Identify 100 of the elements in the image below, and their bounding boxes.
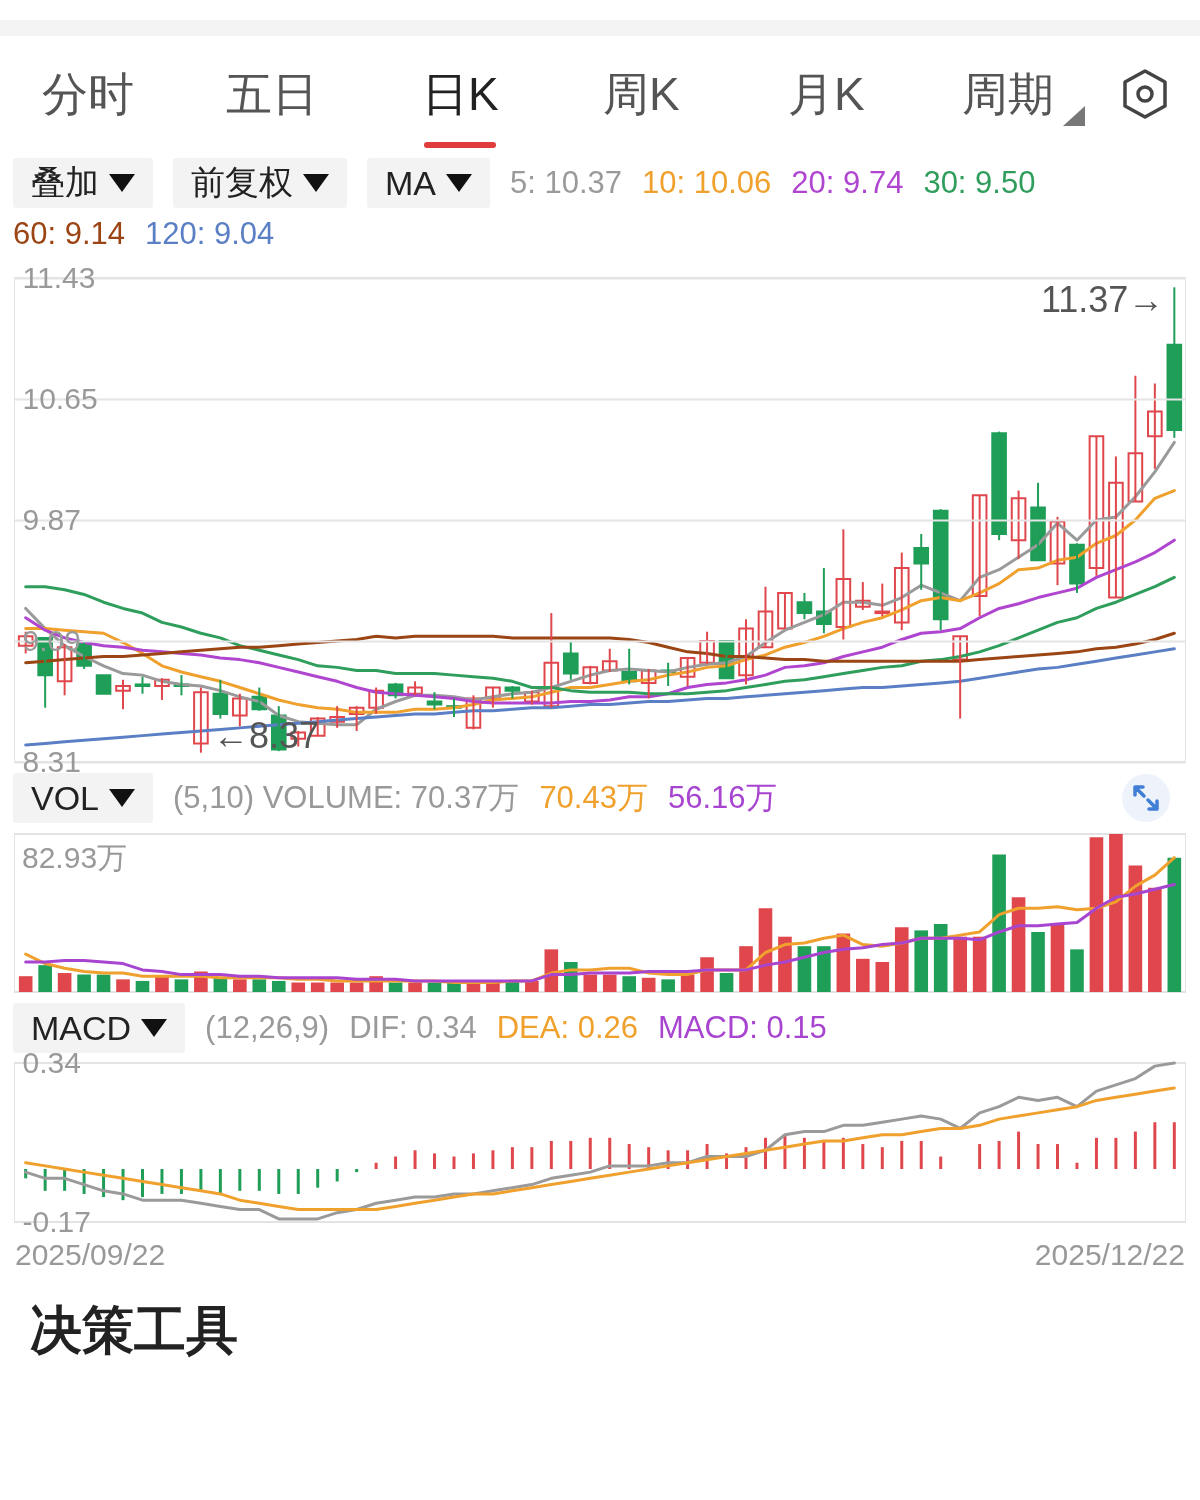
bar	[1070, 949, 1084, 992]
text: VOL	[31, 778, 100, 818]
annotation: 11.37→	[1040, 279, 1165, 321]
candlestick	[699, 630, 715, 666]
bar	[719, 973, 734, 992]
bar	[1109, 834, 1123, 992]
candlestick	[485, 686, 501, 709]
candlestick	[348, 705, 365, 732]
text: 月K	[788, 67, 865, 122]
bar	[919, 1140, 923, 1169]
candlestick	[679, 657, 696, 687]
bar	[491, 1150, 495, 1169]
bar	[199, 1169, 203, 1191]
candlestick	[1108, 455, 1124, 599]
bar	[997, 1140, 1001, 1169]
bar	[1031, 931, 1045, 992]
bar	[1172, 1122, 1176, 1169]
line-series	[24, 489, 1176, 714]
text: 周K	[603, 67, 680, 122]
bar	[238, 1169, 242, 1191]
text: DIF: 0.34	[349, 1010, 477, 1046]
line-series	[24, 631, 1176, 665]
bar	[218, 1169, 222, 1194]
bar	[1167, 857, 1182, 992]
text: 前复权	[191, 162, 293, 203]
candlestick	[952, 635, 968, 720]
candlestick	[874, 582, 891, 618]
bar	[116, 979, 130, 992]
bar	[1148, 887, 1162, 992]
y-tick-label: -0.17	[22, 1204, 91, 1238]
text: DEA: 0.26	[496, 1010, 638, 1046]
text: 分时	[42, 67, 134, 122]
bar	[861, 1144, 865, 1169]
candlestick	[1049, 515, 1066, 587]
bar	[427, 982, 442, 992]
bar	[452, 1156, 456, 1169]
text: 2025/09/22	[15, 1238, 166, 1272]
bar	[96, 974, 111, 992]
bar	[972, 936, 987, 992]
bar	[135, 980, 150, 992]
text: MACD: 0.15	[658, 1010, 827, 1046]
bar	[408, 982, 422, 992]
candlestick	[893, 551, 910, 632]
bar	[569, 1140, 573, 1169]
bar	[588, 1137, 592, 1169]
candlestick	[543, 612, 560, 709]
text: 叠加	[31, 162, 99, 203]
bar	[933, 924, 948, 992]
candlestick	[193, 686, 209, 754]
bar	[822, 1140, 826, 1169]
candlestick	[368, 686, 384, 715]
bar	[374, 1162, 378, 1169]
bar	[388, 982, 403, 992]
text: 30: 9.50	[923, 165, 1036, 201]
bar	[549, 1140, 553, 1169]
y-tick-label: 9.87	[22, 502, 81, 536]
text: 120: 9.04	[145, 216, 275, 252]
y-tick-label: 10.65	[22, 381, 98, 415]
text: 70.43万	[539, 779, 648, 817]
text: 2025/12/22	[1034, 1238, 1185, 1272]
bar	[900, 1140, 904, 1169]
bar	[174, 979, 189, 992]
bar	[1075, 1162, 1079, 1169]
candlestick	[640, 667, 657, 700]
bar	[583, 974, 598, 992]
bar	[335, 1169, 339, 1182]
text: 日K	[422, 67, 499, 122]
bar	[433, 1153, 437, 1169]
candlestick	[601, 647, 618, 674]
bar	[1128, 865, 1143, 992]
text: 10: 10.06	[642, 165, 772, 201]
candlestick	[757, 585, 774, 649]
text: 五日	[226, 67, 318, 122]
bar	[1114, 1137, 1118, 1169]
bar	[1153, 1122, 1157, 1169]
candlestick	[154, 677, 170, 701]
bar	[316, 1169, 320, 1188]
bar	[939, 1156, 943, 1169]
candlestick	[1147, 382, 1163, 470]
line-series	[24, 575, 1176, 696]
text: 5: 10.37	[510, 165, 623, 201]
chart-title: (12,26,9)	[205, 1010, 330, 1046]
bar	[296, 1169, 300, 1194]
y-tick-label: 0.34	[22, 1045, 81, 1079]
bar	[856, 958, 870, 992]
bar	[1089, 837, 1104, 992]
candlestick	[835, 528, 852, 641]
candlestick	[524, 689, 540, 706]
candlestick	[1088, 435, 1105, 577]
bar	[413, 1150, 417, 1169]
bar	[914, 930, 929, 992]
bar	[622, 976, 637, 992]
bar	[700, 957, 714, 992]
candlestick	[134, 675, 151, 695]
bar	[394, 1156, 398, 1169]
text: 56.16万	[667, 779, 777, 817]
candlestick	[1127, 374, 1144, 503]
bar	[18, 976, 33, 992]
candlestick	[465, 694, 482, 731]
text: 周期	[962, 67, 1054, 122]
